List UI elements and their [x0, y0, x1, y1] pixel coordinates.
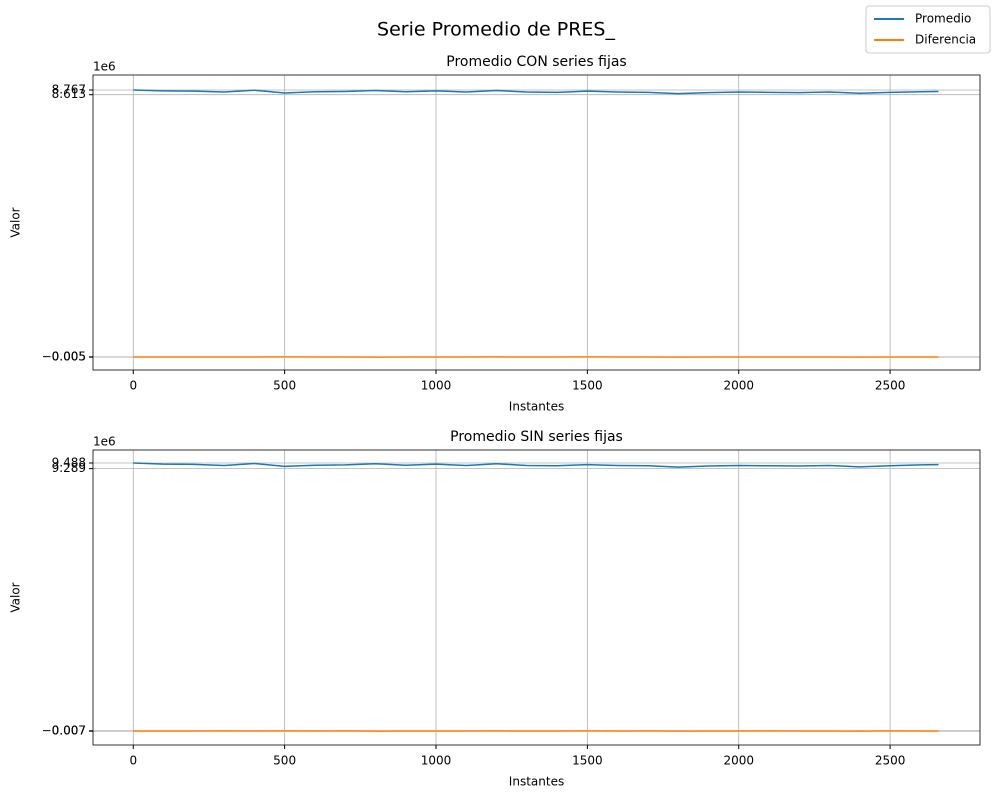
series-line — [133, 89, 939, 95]
series-line — [133, 462, 939, 468]
y-tick-label: 8.767 — [52, 83, 86, 97]
axes-title: Promedio SIN series fijas — [450, 429, 623, 445]
y-axis-label: Valor — [9, 207, 23, 237]
axes-frame — [92, 449, 981, 746]
x-tick-label: 500 — [273, 754, 296, 768]
x-tick-label: 500 — [273, 379, 296, 393]
x-tick-label: 1500 — [572, 754, 603, 768]
y-tick-label: −0.005 — [42, 350, 86, 364]
y-tick-label: 0.007 — [52, 723, 86, 737]
x-tick-label: 2000 — [723, 754, 754, 768]
y-tick-label: 8.613 — [52, 87, 86, 101]
x-tick-label: 1000 — [421, 754, 452, 768]
axes-frame — [92, 74, 981, 371]
x-tick-label: 0 — [129, 754, 137, 768]
axes-title: Promedio CON series fijas — [446, 54, 626, 70]
legend-label: Promedio — [915, 12, 971, 26]
x-tick-label: 1500 — [572, 379, 603, 393]
y-tick-label: 9.289 — [52, 461, 86, 475]
legend — [865, 5, 991, 54]
x-tick-label: 0 — [129, 379, 137, 393]
x-tick-label: 2500 — [875, 379, 906, 393]
x-tick-label: 1000 — [421, 379, 452, 393]
y-tick-label: 0.005 — [52, 349, 86, 363]
legend-label: Diferencia — [915, 33, 976, 47]
figure-title: Serie Promedio de PRES_ — [377, 19, 615, 41]
y-axis-label: Valor — [9, 582, 23, 612]
x-axis-label: Instantes — [509, 400, 564, 414]
y-offset-label: 1e6 — [93, 60, 116, 74]
y-tick-label: −0.007 — [42, 724, 86, 738]
y-offset-label: 1e6 — [93, 435, 116, 449]
x-tick-label: 2500 — [875, 754, 906, 768]
x-axis-label: Instantes — [509, 775, 564, 789]
x-tick-label: 2000 — [723, 379, 754, 393]
y-tick-label: 9.488 — [52, 455, 86, 469]
